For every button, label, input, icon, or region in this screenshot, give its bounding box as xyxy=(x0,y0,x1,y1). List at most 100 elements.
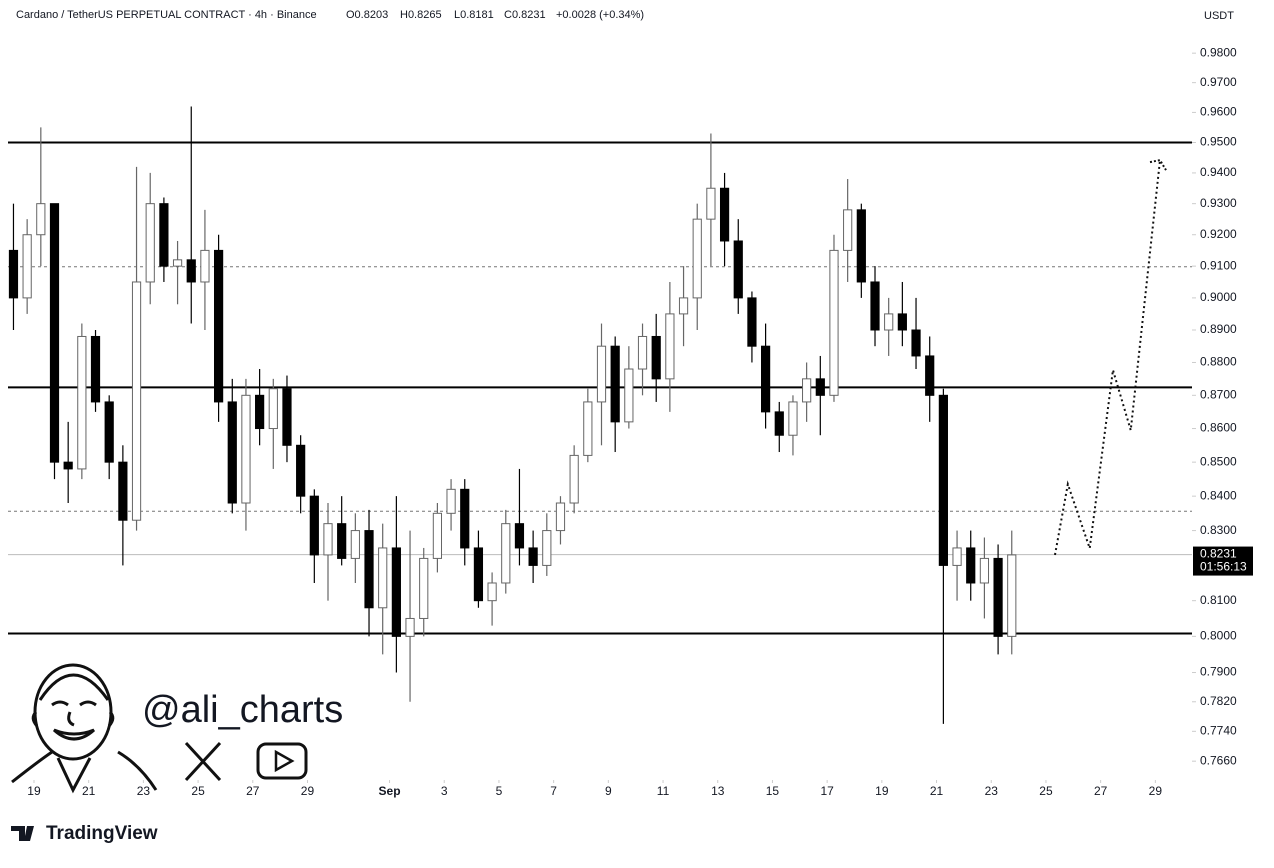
candle-body xyxy=(637,335,648,370)
candle-body xyxy=(966,547,976,584)
candle-body xyxy=(979,557,990,584)
candle-body xyxy=(227,401,237,504)
x-tick-label: 29 xyxy=(1149,784,1163,798)
y-tick-label: 0.7740 xyxy=(1200,723,1237,737)
candle-body xyxy=(665,313,675,380)
y-tick-label: 0.7820 xyxy=(1200,694,1237,708)
candle-body xyxy=(8,249,19,299)
x-tick-label: 21 xyxy=(930,784,944,798)
candle-body xyxy=(446,488,456,514)
ohlc-open: O0.8203 xyxy=(346,9,388,21)
y-tick-label: 0.8600 xyxy=(1200,421,1237,435)
y-tick-label: 0.8800 xyxy=(1200,355,1237,369)
candle-body xyxy=(719,187,730,242)
candle-body xyxy=(733,240,743,299)
candle-body xyxy=(172,259,183,267)
y-tick-label: 0.8300 xyxy=(1200,523,1237,537)
candle-body xyxy=(90,335,101,403)
candle-body xyxy=(405,617,415,637)
y-tick-label: 0.8400 xyxy=(1200,488,1237,502)
x-tick-label: 15 xyxy=(766,784,780,798)
x-tick-label: 7 xyxy=(550,784,557,798)
y-tick-label: 0.9200 xyxy=(1200,227,1237,241)
candle-body xyxy=(22,234,32,299)
x-tick-label: 19 xyxy=(875,784,889,798)
x-tick-label: Sep xyxy=(379,784,401,798)
y-tick-label: 0.7900 xyxy=(1200,665,1237,679)
tradingview-brand: TradingView xyxy=(46,823,158,844)
candle-body xyxy=(692,218,702,299)
x-tick-label: 5 xyxy=(496,784,503,798)
x-tick-label: 21 xyxy=(82,784,96,798)
ohlc-high: H0.8265 xyxy=(400,9,442,21)
candle-body xyxy=(432,512,443,559)
candle-body xyxy=(555,502,566,532)
x-icon xyxy=(184,741,222,782)
x-tick-label: 11 xyxy=(657,784,670,798)
candle-body xyxy=(993,557,1003,637)
x-tick-label: 3 xyxy=(441,784,448,798)
candle-body xyxy=(460,488,470,549)
candle-body xyxy=(131,281,142,521)
candle-body xyxy=(514,523,525,549)
candle-body xyxy=(118,461,128,521)
candle-body xyxy=(774,411,784,436)
candle-body xyxy=(815,378,825,396)
y-tick-label: 0.8900 xyxy=(1200,322,1237,336)
y-tick-label: 0.9400 xyxy=(1200,165,1237,179)
candle-body xyxy=(856,209,866,283)
candle-body xyxy=(747,297,757,347)
candle-body xyxy=(884,313,894,331)
candle-body xyxy=(63,461,73,470)
candle-body xyxy=(802,378,812,403)
candle-body xyxy=(788,401,798,436)
candle-body xyxy=(323,523,333,556)
ohlc-change: +0.0028 (+0.34%) xyxy=(556,9,644,21)
candle-body xyxy=(309,495,319,556)
candle-body xyxy=(528,547,538,566)
y-tick-label: 0.9700 xyxy=(1200,75,1237,89)
candle-body xyxy=(77,335,87,470)
ohlc-low: L0.8181 xyxy=(454,9,494,21)
candle-body xyxy=(268,388,278,430)
candle-body xyxy=(200,249,210,283)
candle-body xyxy=(255,394,265,430)
x-tick-label: 13 xyxy=(711,784,725,798)
candle-body xyxy=(624,368,634,423)
tradingview-logo xyxy=(11,826,34,841)
candle-body xyxy=(145,203,155,283)
candle-body xyxy=(241,394,251,504)
x-tick-label: 27 xyxy=(1094,784,1108,798)
y-tick-label: 0.8700 xyxy=(1200,387,1237,401)
candle-body xyxy=(391,547,401,637)
watermark-handle: @ali_charts xyxy=(142,689,343,731)
x-tick-label: 29 xyxy=(301,784,315,798)
candle-body xyxy=(569,454,579,504)
countdown-label: 01:56:13 xyxy=(1200,560,1247,574)
candle-body xyxy=(350,530,360,559)
candle-body xyxy=(870,281,880,331)
candle-body xyxy=(337,523,347,559)
y-tick-label: 0.9800 xyxy=(1200,45,1237,59)
y-tick-label: 0.9500 xyxy=(1200,135,1237,149)
x-tick-label: 23 xyxy=(137,784,151,798)
candle-body xyxy=(911,329,921,357)
avatar xyxy=(11,663,158,794)
candle-body xyxy=(829,249,839,396)
candle-body xyxy=(213,249,224,403)
last-price-label: 0.8231 xyxy=(1200,547,1237,561)
candle-body xyxy=(938,394,948,566)
y-tick-label: 0.8500 xyxy=(1200,454,1237,468)
candle-body xyxy=(282,388,292,446)
y-unit: USDT xyxy=(1204,10,1234,22)
candle-body xyxy=(473,547,484,602)
candle-body xyxy=(104,401,114,463)
candle-body xyxy=(706,187,716,220)
candle-body xyxy=(651,335,661,380)
x-tick-label: 25 xyxy=(191,784,205,798)
candle-body xyxy=(36,203,46,236)
candle-body xyxy=(378,547,388,609)
ohlc-close: C0.8231 xyxy=(504,9,546,21)
projection-arrowhead xyxy=(1149,158,1167,171)
